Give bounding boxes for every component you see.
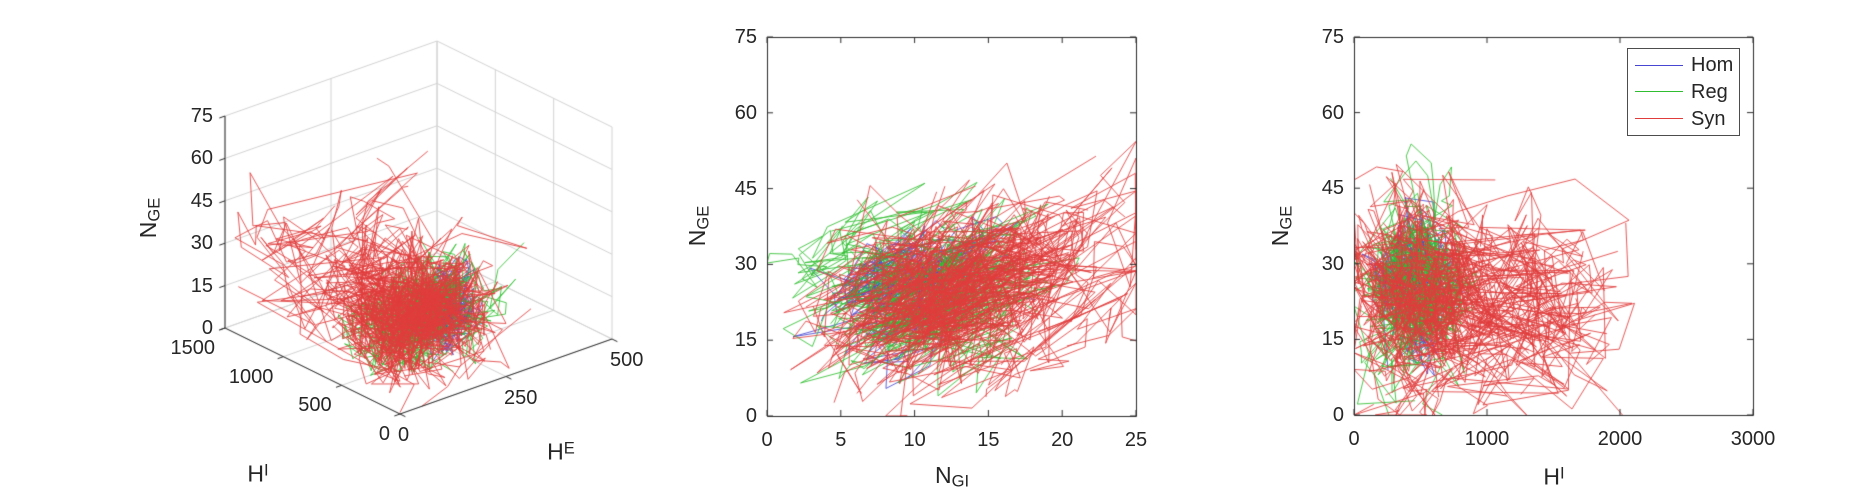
plot-middle-x-tick-label: 25 bbox=[1124, 429, 1148, 451]
plot-middle-x-tick-label: 15 bbox=[977, 429, 1000, 451]
plot-middle-y-tick-label: 0 bbox=[745, 405, 757, 427]
plot-middle-x-tick-label: 5 bbox=[835, 429, 847, 451]
plot-right-y-tick-label: 45 bbox=[1321, 177, 1344, 200]
plot-middle-x-tick-label: 10 bbox=[903, 429, 926, 451]
plot-right-ylabel: NGE bbox=[1266, 205, 1296, 247]
plot-right-y-tick-label: 15 bbox=[1321, 328, 1344, 351]
plot3d-y-tick-label: 0 bbox=[398, 424, 410, 446]
plot-right-y-tick-label: 0 bbox=[1332, 404, 1344, 426]
legend-line-reg-icon bbox=[1635, 91, 1683, 93]
plot3d-xlabel: HI bbox=[247, 460, 269, 487]
plot-right-y-tick-label: 60 bbox=[1321, 101, 1344, 124]
plot3d-zlabel: NGE bbox=[134, 197, 164, 239]
plot3d-z-tick-label: 45 bbox=[190, 189, 213, 212]
plot-middle-y-tick-label: 75 bbox=[734, 26, 757, 48]
plot-right-xlabel: HI bbox=[1543, 463, 1565, 490]
legend-entry-reg: Reg bbox=[1628, 82, 1739, 102]
legend-label-reg: Reg bbox=[1691, 80, 1728, 103]
plot-right-x-tick-label: 3000 bbox=[1730, 428, 1776, 450]
plot3d-z-tick-label: 60 bbox=[190, 147, 213, 170]
plot3d-y-tick-label: 250 bbox=[504, 386, 538, 409]
plot-middle-xlabel: NGI bbox=[934, 461, 970, 491]
plot3d-z-tick-label: 15 bbox=[190, 274, 213, 297]
plot-middle-x-tick-label: 0 bbox=[761, 429, 773, 451]
plot-middle-y-tick-label: 45 bbox=[734, 177, 757, 200]
plot3d-z-tick-label: 0 bbox=[201, 317, 213, 339]
plot3d-x-tick-label: 500 bbox=[298, 394, 332, 417]
legend-line-syn-icon bbox=[1635, 118, 1683, 120]
plot-right-x-tick-label: 1000 bbox=[1464, 428, 1510, 450]
plot3d-z-tick-label: 75 bbox=[190, 105, 213, 127]
plot-right-y-tick-label: 75 bbox=[1321, 26, 1344, 48]
plot3d-ylabel: HE bbox=[547, 438, 575, 465]
plot3d-z-tick-label: 30 bbox=[190, 232, 213, 255]
plot-middle-area bbox=[767, 37, 1136, 416]
plot-middle-y-tick-label: 15 bbox=[734, 329, 757, 352]
legend-line-hom-icon bbox=[1635, 64, 1683, 66]
legend-entry-hom: Hom bbox=[1628, 55, 1739, 75]
legend-entry-syn: Syn bbox=[1628, 109, 1739, 129]
legend-label-syn: Syn bbox=[1691, 107, 1726, 130]
plot-right-x-tick-label: 2000 bbox=[1597, 428, 1643, 450]
plot3d-y-tick-label: 500 bbox=[610, 349, 644, 371]
plot3d-x-tick-label: 1000 bbox=[228, 365, 274, 388]
plot-right-y-tick-label: 30 bbox=[1321, 252, 1344, 275]
plot3d-x-tick-label: 0 bbox=[378, 423, 390, 445]
plot-right-x-tick-label: 0 bbox=[1348, 428, 1360, 450]
plot-middle-y-tick-label: 60 bbox=[734, 101, 757, 124]
plot-middle-x-tick-label: 20 bbox=[1051, 429, 1074, 451]
plot-middle-ylabel: NGE bbox=[683, 205, 713, 247]
legend: Hom Reg Syn bbox=[1627, 48, 1740, 136]
plot-middle-y-tick-label: 30 bbox=[734, 253, 757, 276]
legend-label-hom: Hom bbox=[1691, 54, 1734, 77]
plot3d-x-tick-label: 1500 bbox=[170, 337, 216, 359]
